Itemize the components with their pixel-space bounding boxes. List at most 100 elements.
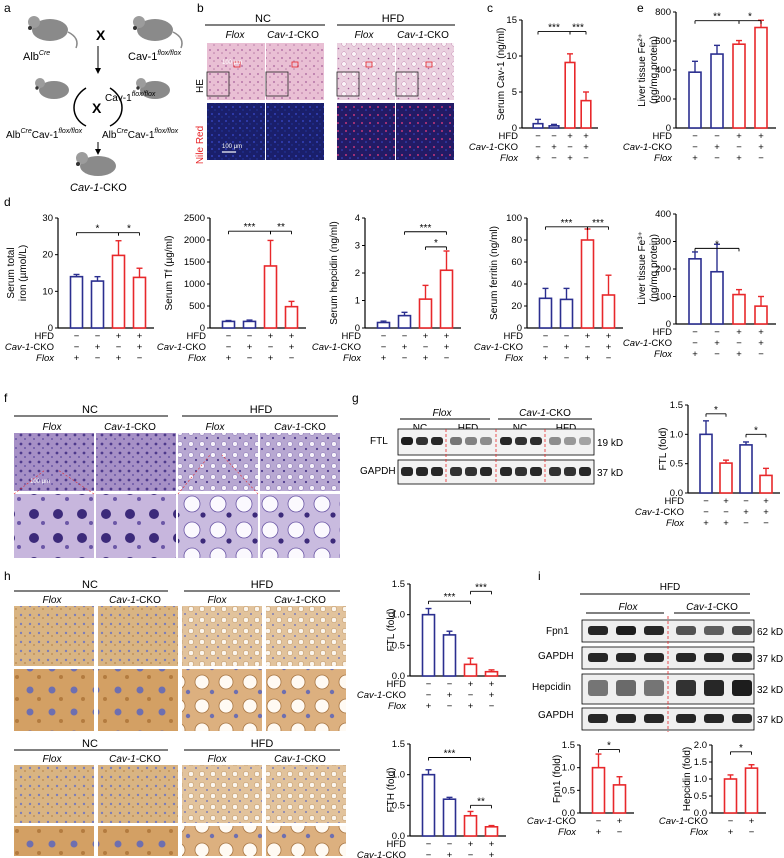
sig-label: *** [444, 748, 456, 759]
condition-label: Cav-1-CKO [312, 342, 361, 353]
condition-value: + [381, 353, 387, 364]
condition-value: − [692, 142, 698, 153]
group-label-hfd: HFD [382, 13, 405, 25]
ihc-image [182, 606, 262, 666]
group-label-hfd: HFD [251, 579, 274, 591]
y-axis-label: Liver tissue Fe²⁺ [637, 33, 648, 107]
y-tick-label: 0 [666, 319, 671, 330]
y-axis-label: iron (µmol/L) [18, 245, 29, 301]
condition-value: − [95, 353, 101, 364]
condition-value: − [728, 816, 734, 827]
ihc-image [182, 765, 262, 823]
y-tick-label: 1.5 [392, 739, 405, 750]
condition-value: − [567, 142, 573, 153]
condition-label: HFD [652, 131, 672, 142]
prussian-blue-zoom [14, 494, 94, 558]
ihc-image [14, 765, 94, 823]
ihc-image [98, 606, 178, 666]
condition-value: − [447, 701, 453, 712]
condition-value: − [447, 679, 453, 690]
condition-value: + [723, 496, 729, 507]
ihc-zoom [98, 669, 178, 731]
condition-value: + [137, 331, 143, 342]
nile-red-image [266, 103, 324, 160]
mouse-icon [133, 16, 183, 49]
condition-label: Cav-1-CKO [357, 850, 406, 858]
nile-red-image [207, 103, 265, 160]
condition-value: − [758, 153, 764, 164]
ihc-image [266, 765, 346, 823]
condition-value: + [714, 142, 720, 153]
prussian-blue-image [14, 433, 94, 491]
condition-value: + [247, 342, 253, 353]
condition-value: − [723, 507, 729, 518]
western-blot-i: HFD Flox Cav-1-CKO Fpn1 GAPDH Hepcidin G… [532, 582, 783, 732]
condition-value: − [596, 816, 602, 827]
blot-band [676, 626, 696, 635]
size-label: 37 kD [597, 468, 623, 479]
blot-bands [401, 437, 591, 445]
condition-value: + [423, 353, 429, 364]
sig-label: *** [592, 218, 604, 229]
blot-title-hfd: HFD [660, 582, 681, 593]
blot-band [480, 437, 492, 445]
cross-symbol-2: X [92, 100, 102, 116]
condition-value: − [617, 827, 623, 838]
y-tick-label: 1.0 [392, 610, 405, 621]
label-alb-cre: AlbCre [23, 50, 50, 63]
condition-value: − [95, 331, 101, 342]
subgroup-label: HFD [458, 423, 479, 434]
label-cav1-flox: Cav-1flox/flox [128, 50, 182, 63]
condition-value: − [743, 496, 749, 507]
blot-band [676, 653, 696, 662]
condition-value: + [564, 342, 570, 353]
sig-label: *** [444, 592, 456, 603]
condition-label: HFD [498, 131, 518, 142]
histology-panel: NC HFD Flox Cav-1-CKO Flox Cav-1-CKO HE … [195, 13, 455, 164]
sig-label: * [127, 224, 131, 235]
condition-value: − [74, 331, 80, 342]
condition-value: − [402, 353, 408, 364]
col-label-flox: Flox [208, 754, 228, 765]
blot-band [401, 437, 413, 445]
col-label-cko: Cav-1-CKO [274, 422, 326, 433]
condition-value: − [468, 850, 474, 858]
bar [532, 122, 544, 129]
condition-value: + [692, 153, 698, 164]
y-tick-label: 2500 [184, 213, 205, 224]
bar [221, 320, 236, 329]
label-cross-right: AlbCreCav-1flox/flox [102, 128, 179, 141]
blot-band [579, 437, 591, 445]
panel-label-c: c [487, 1, 493, 15]
group-label-nc: NC [255, 13, 271, 25]
y-tick-label: 500 [189, 301, 205, 312]
panel-label-d: d [4, 195, 11, 209]
condition-value: + [763, 507, 769, 518]
y-axis-label: Fpn1 (fold) [552, 755, 563, 803]
condition-value: − [268, 342, 274, 353]
condition-value: + [749, 816, 755, 827]
condition-value: + [567, 153, 573, 164]
sig-label: ** [713, 12, 721, 23]
bar [601, 294, 616, 329]
band-label: Fpn1 [546, 626, 569, 637]
y-tick-label: 1500 [184, 257, 205, 268]
bar [759, 474, 773, 494]
condition-label: Flox [343, 353, 362, 364]
bar [284, 305, 299, 329]
mouse-icon [136, 78, 170, 99]
blot-band [704, 653, 724, 662]
condition-value: + [723, 518, 729, 529]
y-tick-label: 0 [200, 323, 205, 334]
col-label-flox: Flox [355, 30, 375, 41]
blot-band [732, 680, 752, 696]
blot-band [500, 437, 512, 445]
band-label: Hepcidin [532, 682, 571, 693]
y-axis-label: Serum Cav-1 (ng/ml) [496, 28, 507, 121]
western-blot-g: Flox Cav-1-CKO NC HFD NC HFD FTL GAPDH 1… [360, 408, 623, 485]
blot-band [515, 467, 527, 476]
blot-band [704, 714, 724, 723]
bar [484, 825, 499, 837]
